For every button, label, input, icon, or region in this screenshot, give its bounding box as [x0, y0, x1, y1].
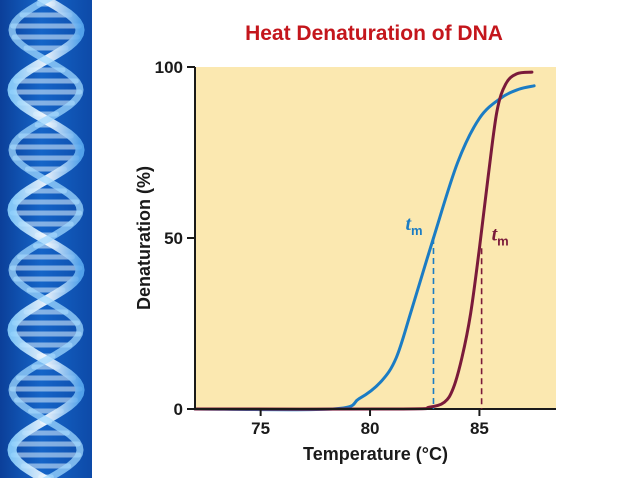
- ticks-layer: 0 50 100 75 80 85: [155, 58, 489, 438]
- tm-label-0: tm: [405, 213, 422, 238]
- y-tick-label: 100: [155, 58, 183, 77]
- dna-helix-icon: [7, 0, 85, 478]
- x-tick-label: 85: [470, 419, 489, 438]
- y-tick-label: 50: [164, 229, 183, 248]
- x-axis-label: Temperature (°C): [303, 444, 448, 464]
- y-tick-label: 0: [174, 400, 183, 419]
- chart-title: Heat Denaturation of DNA: [245, 22, 503, 45]
- x-tick-label: 80: [361, 419, 380, 438]
- tm-annotations: tm tm: [405, 213, 509, 409]
- y-axis-label: Denaturation (%): [134, 166, 154, 310]
- x-tick-label: 75: [251, 419, 270, 438]
- tm-label-1: tm: [492, 223, 509, 248]
- dna-helix-decoration: [0, 0, 92, 478]
